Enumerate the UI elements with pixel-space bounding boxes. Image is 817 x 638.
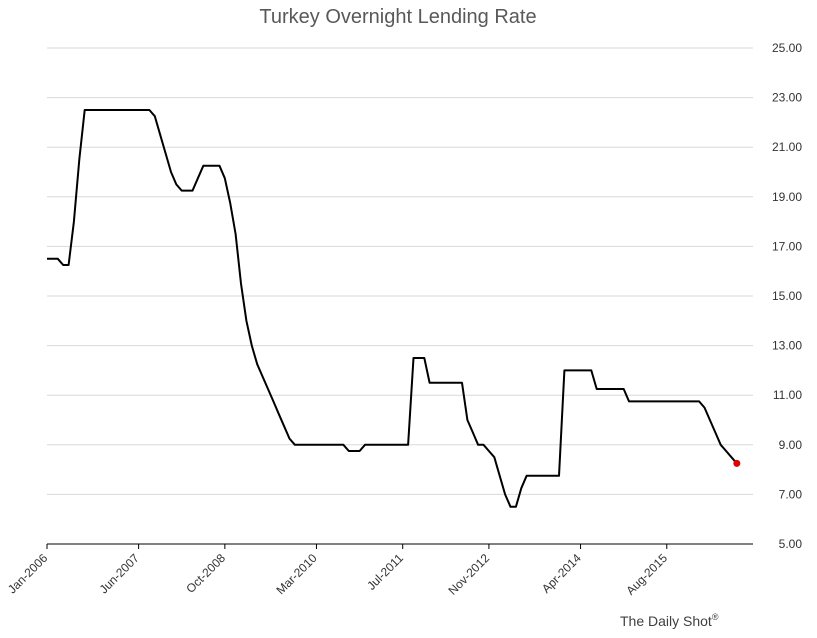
series-line — [47, 109, 738, 508]
x-tick-label: Jun-2007 — [97, 551, 143, 597]
x-tick-label: Aug-2015 — [623, 551, 670, 598]
credit-registered-mark: ® — [712, 612, 719, 622]
series-layer — [47, 109, 741, 508]
x-tick-label: Jul-2011 — [364, 551, 406, 593]
x-axis: Jan-2006 Jun-2007 Oct-2008 Mar-2010 Jul-2011… — [5, 543, 753, 598]
credit-text: The Daily Shot® — [620, 612, 719, 629]
y-tick-label: 11.00 — [773, 388, 802, 402]
y-tick-label: 23.00 — [772, 91, 802, 105]
gridlines — [47, 47, 753, 495]
x-tick-label: Apr-2014 — [539, 551, 584, 596]
y-tick-label: 5.00 — [779, 537, 803, 551]
y-tick-label: 9.00 — [779, 438, 803, 452]
latest-value-marker — [733, 459, 741, 467]
y-tick-label: 17.00 — [772, 239, 802, 253]
chart-title: Turkey Overnight Lending Rate — [259, 6, 536, 28]
y-tick-label: 19.00 — [772, 190, 802, 204]
x-tick-label: Jan-2006 — [5, 551, 51, 597]
y-tick-label: 13.00 — [772, 339, 802, 353]
x-tick-label: Mar-2010 — [274, 551, 320, 597]
y-tick-label: 7.00 — [779, 487, 803, 501]
x-tick-label: Nov-2012 — [446, 551, 493, 598]
y-tick-label: 21.00 — [772, 140, 802, 154]
y-tick-label: 25.00 — [772, 41, 802, 55]
y-tick-label: 15.00 — [772, 289, 802, 303]
x-tick-label: Oct-2008 — [183, 551, 228, 596]
y-axis-tick-labels: 5.00 7.00 9.00 11.00 13.00 15.00 17.00 19.00 21.… — [772, 41, 802, 551]
credit-name: The Daily Shot — [620, 613, 712, 629]
